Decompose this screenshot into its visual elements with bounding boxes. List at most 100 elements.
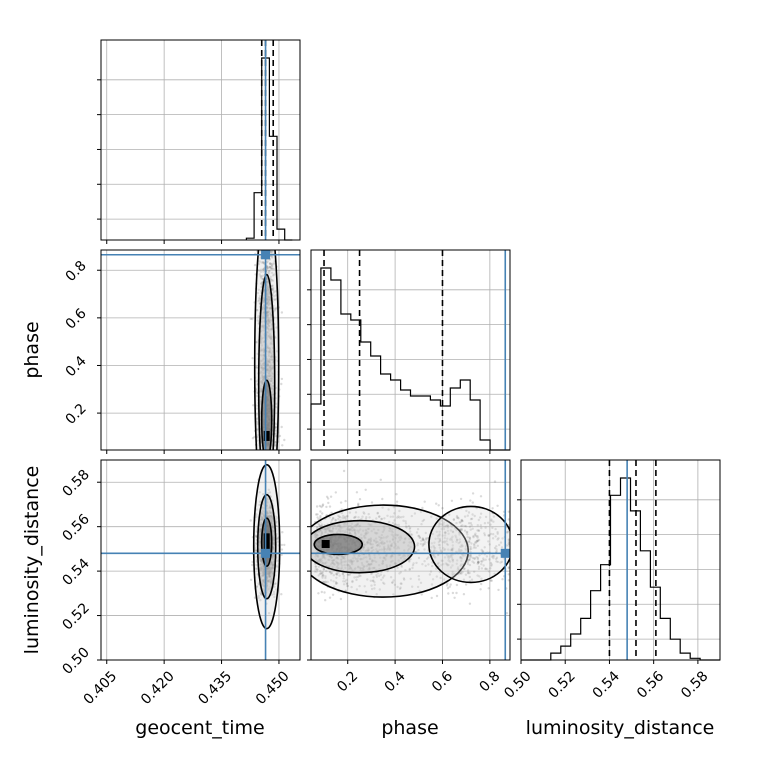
- sample-point: [321, 512, 324, 515]
- sample-point: [487, 587, 490, 590]
- sample-point: [507, 567, 510, 570]
- sample-point: [266, 271, 269, 274]
- sample-point: [409, 526, 412, 530]
- sample-point: [473, 514, 476, 518]
- sample-point: [389, 576, 393, 579]
- sample-point: [318, 524, 321, 527]
- sample-point: [460, 559, 463, 563]
- sample-point: [269, 267, 272, 270]
- sample-point: [411, 585, 414, 588]
- sample-point: [440, 527, 443, 531]
- sample-point: [476, 524, 479, 527]
- contour-inner: [260, 379, 273, 450]
- sample-point: [443, 578, 446, 581]
- sample-point: [259, 591, 262, 595]
- y-tick-label: 0.50: [59, 644, 92, 677]
- sample-point: [395, 493, 398, 496]
- sample-point: [270, 593, 274, 596]
- sample-point: [459, 571, 462, 575]
- sample-point: [317, 592, 320, 595]
- sample-point: [369, 579, 372, 582]
- truth-lines: [101, 40, 628, 660]
- sample-point: [271, 285, 274, 288]
- sample-point: [492, 515, 496, 518]
- sample-point: [270, 256, 274, 259]
- sample-point: [469, 554, 472, 557]
- sample-point: [423, 540, 427, 544]
- sample-point: [376, 512, 379, 515]
- sample-point: [493, 480, 497, 483]
- sample-point: [321, 575, 324, 578]
- sample-point: [496, 504, 499, 507]
- sample-point: [393, 523, 396, 527]
- sample-point: [343, 516, 346, 520]
- sample-point: [447, 592, 450, 595]
- sample-point: [408, 559, 411, 562]
- sample-point: [351, 579, 354, 583]
- sample-point: [465, 531, 468, 534]
- sample-point: [435, 517, 438, 520]
- sample-point: [472, 561, 476, 564]
- truth-marker: [500, 548, 510, 558]
- sample-point: [480, 567, 484, 570]
- sample-point: [424, 564, 427, 567]
- sample-point: [475, 534, 478, 538]
- sample-point: [254, 567, 257, 570]
- sample-point: [398, 572, 401, 575]
- sample-point: [255, 341, 258, 344]
- sample-point: [455, 562, 458, 565]
- sample-point: [355, 578, 358, 582]
- sample-point: [262, 261, 265, 264]
- sample-point: [419, 581, 423, 584]
- sample-point: [332, 574, 335, 577]
- sample-point: [321, 503, 325, 506]
- sample-point: [269, 278, 273, 281]
- sample-point: [276, 537, 280, 540]
- sample-point: [469, 517, 473, 521]
- sample-point: [315, 513, 318, 516]
- sample-point: [477, 560, 480, 563]
- sample-point: [431, 532, 434, 536]
- sample-point: [453, 596, 456, 599]
- sample-point: [368, 516, 371, 519]
- sample-point: [346, 584, 349, 588]
- contour-outer-right: [428, 505, 510, 584]
- sample-point: [276, 540, 280, 543]
- sample-point: [462, 578, 466, 581]
- sample-point: [450, 553, 453, 557]
- sample-point: [319, 572, 322, 575]
- sample-point: [273, 298, 277, 301]
- histograms: [245, 57, 720, 661]
- sample-point: [477, 561, 480, 564]
- panel-borders: [100, 39, 721, 661]
- sample-point: [456, 568, 459, 571]
- sample-point: [320, 524, 323, 528]
- sample-point: [445, 584, 449, 587]
- sample-point: [344, 589, 347, 592]
- sample-point: [320, 571, 323, 575]
- sample-point: [507, 539, 510, 542]
- sample-point: [446, 524, 449, 527]
- sample-point: [446, 537, 449, 540]
- sample-point: [378, 574, 381, 578]
- sample-point: [471, 556, 474, 560]
- sample-point: [268, 265, 271, 269]
- sample-point: [344, 499, 347, 503]
- sample-point: [254, 534, 258, 537]
- sample-point: [423, 548, 426, 551]
- sample-point: [490, 564, 493, 567]
- sample-point: [438, 521, 441, 524]
- sample-point: [461, 544, 464, 548]
- sample-point: [437, 543, 441, 546]
- sample-point: [445, 542, 449, 546]
- x-tick-label: 0.58: [678, 668, 711, 701]
- sample-point: [421, 519, 424, 523]
- sample-point: [441, 507, 444, 510]
- y-tick-label: 0.2: [63, 401, 90, 428]
- sample-point: [329, 572, 333, 575]
- sample-point: [507, 566, 510, 569]
- sample-point: [350, 585, 353, 589]
- sample-point: [471, 527, 474, 530]
- sample-point: [383, 574, 386, 577]
- sample-point: [455, 591, 458, 595]
